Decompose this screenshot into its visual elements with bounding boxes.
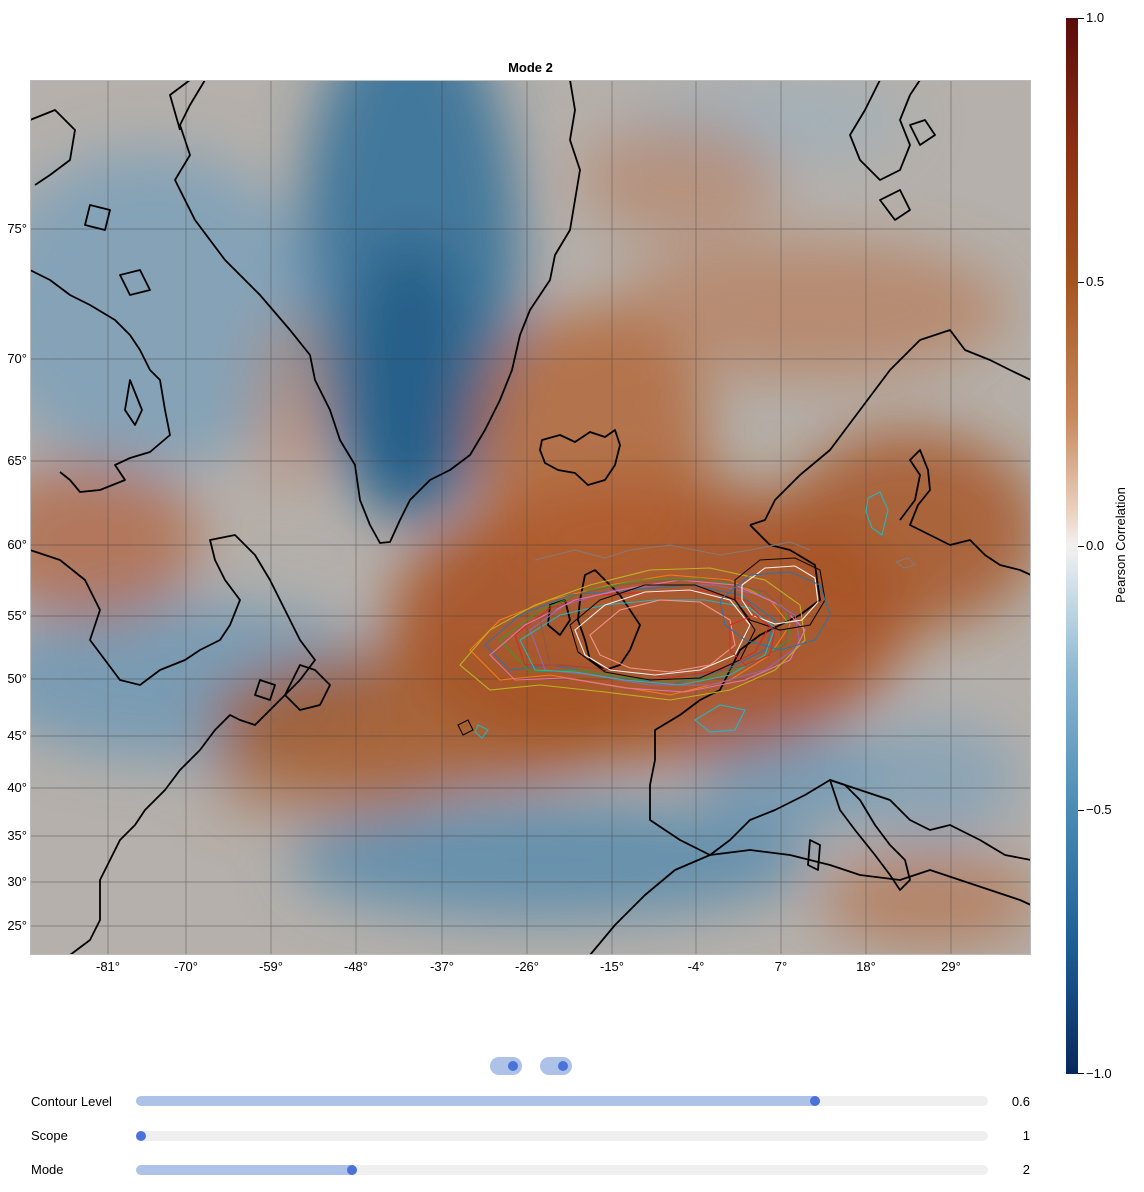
colorbar	[1066, 18, 1078, 1074]
lon-label: -48°	[344, 959, 368, 974]
lat-label: 55°	[7, 608, 27, 623]
slider-handle[interactable]	[810, 1096, 820, 1106]
map-frame	[30, 80, 1031, 955]
lat-label: 75°	[7, 221, 27, 236]
lon-label: -26°	[515, 959, 539, 974]
lon-label: -70°	[174, 959, 198, 974]
coastlines	[30, 80, 1031, 955]
lat-label: 70°	[7, 351, 27, 366]
lat-label: 35°	[7, 828, 27, 843]
lat-label: 50°	[7, 671, 27, 686]
colorbar-tick	[1078, 18, 1084, 19]
lat-label: 45°	[7, 728, 27, 743]
arctic-islands-coast	[30, 80, 191, 426]
lon-label: -59°	[259, 959, 283, 974]
colorbar-label: 0.0	[1086, 538, 1105, 553]
toggle-2[interactable]	[540, 1057, 572, 1075]
slider-label-scope: Scope	[31, 1128, 68, 1143]
lat-label: 25°	[7, 918, 27, 933]
contour-level-slider[interactable]	[136, 1096, 988, 1106]
colorbar-label: 0.5	[1086, 274, 1105, 289]
correlation-field	[30, 80, 1031, 950]
colorbar-tick	[1078, 1073, 1084, 1074]
lat-label: 40°	[7, 780, 27, 795]
toggle-1[interactable]	[490, 1057, 522, 1075]
slider-label-contour-level: Contour Level	[31, 1094, 112, 1109]
plot-title: Mode 2	[508, 60, 553, 75]
baffin-coast	[30, 269, 171, 493]
mode-value: 2	[1022, 1162, 1030, 1177]
lon-label: -4°	[687, 959, 705, 974]
baltic-coast	[899, 449, 1031, 576]
lon-label: 7°	[774, 959, 788, 974]
newfoundland-coast	[254, 664, 331, 711]
lon-label: -81°	[96, 959, 120, 974]
toggle-knob	[508, 1061, 518, 1071]
europe-west-coast	[649, 524, 1031, 861]
slider-handle[interactable]	[347, 1165, 357, 1175]
slider-handle[interactable]	[136, 1131, 146, 1141]
sweden-lake-coast	[879, 189, 911, 221]
svalbard-coast	[849, 80, 936, 181]
colorbar-tick	[1078, 546, 1084, 547]
colorbar-tick	[1078, 282, 1084, 283]
contour-level-value: 0.6	[1011, 1094, 1030, 1109]
africa-coast	[589, 849, 1031, 955]
colorbar-title: Pearson Correlation	[1113, 487, 1128, 603]
lon-label: 18°	[856, 959, 876, 974]
lat-label: 60°	[7, 537, 27, 552]
lon-label: -15°	[600, 959, 624, 974]
north-america-coast	[30, 534, 316, 955]
scope-value: 1	[1022, 1128, 1030, 1143]
toggle-knob	[558, 1061, 568, 1071]
colorbar-label: −1.0	[1086, 1066, 1112, 1081]
slider-label-mode: Mode	[31, 1162, 64, 1177]
greenland-coast	[174, 80, 581, 544]
lat-label: 30°	[7, 874, 27, 889]
correlation-map[interactable]	[30, 80, 1031, 955]
mode-slider[interactable]	[136, 1165, 988, 1175]
colorbar-label: −0.5	[1086, 802, 1112, 817]
lat-label: 65°	[7, 453, 27, 468]
slider-fill	[136, 1165, 357, 1175]
iceland-coast	[539, 429, 621, 486]
colorbar-tick	[1078, 810, 1084, 811]
lon-label: -37°	[430, 959, 454, 974]
italy-coast	[807, 779, 911, 891]
colorbar-label: 1.0	[1086, 10, 1105, 25]
scope-slider[interactable]	[136, 1131, 988, 1141]
slider-fill	[136, 1096, 820, 1106]
gridlines	[30, 80, 1031, 955]
lon-label: 29°	[941, 959, 961, 974]
ensemble-contours	[457, 491, 917, 739]
scandinavia-coast	[749, 329, 1031, 526]
